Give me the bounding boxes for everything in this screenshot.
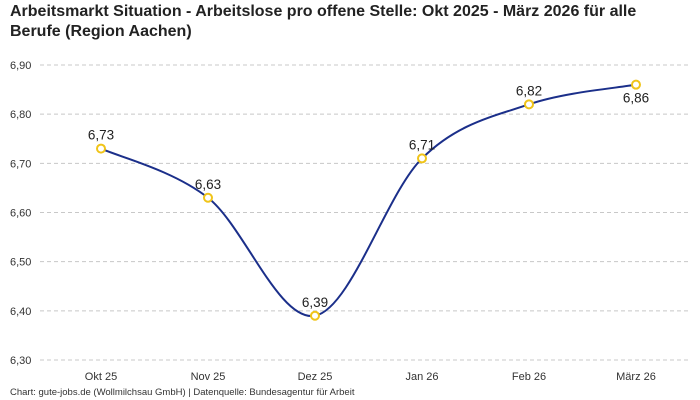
data-label: 6,73 bbox=[88, 128, 114, 143]
y-axis-ticks: 6,30 6,40 6,50 6,60 6,70 6,80 6,90 bbox=[10, 60, 31, 367]
series-line bbox=[100, 83, 637, 317]
y-tick-label: 6,80 bbox=[10, 109, 31, 121]
x-tick-label: Feb 26 bbox=[512, 371, 546, 383]
data-label: 6,39 bbox=[302, 295, 328, 310]
data-label: 6,63 bbox=[195, 177, 221, 192]
data-point bbox=[524, 99, 534, 110]
x-tick-label: Dez 25 bbox=[298, 371, 333, 383]
data-point bbox=[96, 143, 106, 154]
y-tick-label: 6,50 bbox=[10, 257, 31, 269]
y-tick-label: 6,30 bbox=[10, 355, 31, 367]
data-points bbox=[96, 79, 641, 321]
y-tick-label: 6,70 bbox=[10, 158, 31, 170]
y-tick-label: 6,60 bbox=[10, 208, 31, 220]
data-label: 6,86 bbox=[623, 91, 649, 106]
data-point bbox=[631, 79, 641, 90]
x-tick-label: Jan 26 bbox=[405, 371, 438, 383]
data-point bbox=[203, 192, 213, 203]
chart-title: Arbeitsmarkt Situation - Arbeitslose pro… bbox=[10, 3, 637, 40]
x-axis-ticks: Okt 25 Nov 25 Dez 25 Jan 26 Feb 26 März 26 bbox=[85, 371, 656, 383]
data-point bbox=[417, 153, 427, 164]
gridlines bbox=[40, 64, 690, 361]
chart-footer: Chart: gute-jobs.de (Wollmilchsau GmbH) … bbox=[10, 387, 355, 398]
data-label: 6,82 bbox=[516, 83, 542, 98]
y-tick-label: 6,40 bbox=[10, 306, 31, 318]
x-tick-label: Okt 25 bbox=[85, 371, 117, 383]
data-point bbox=[310, 310, 320, 321]
x-tick-label: Nov 25 bbox=[191, 371, 226, 383]
data-labels: 6,73 6,63 6,39 6,71 6,82 6,86 bbox=[88, 83, 649, 309]
data-label: 6,71 bbox=[409, 137, 435, 152]
x-tick-label: März 26 bbox=[616, 371, 656, 383]
y-tick-label: 6,90 bbox=[10, 60, 31, 72]
